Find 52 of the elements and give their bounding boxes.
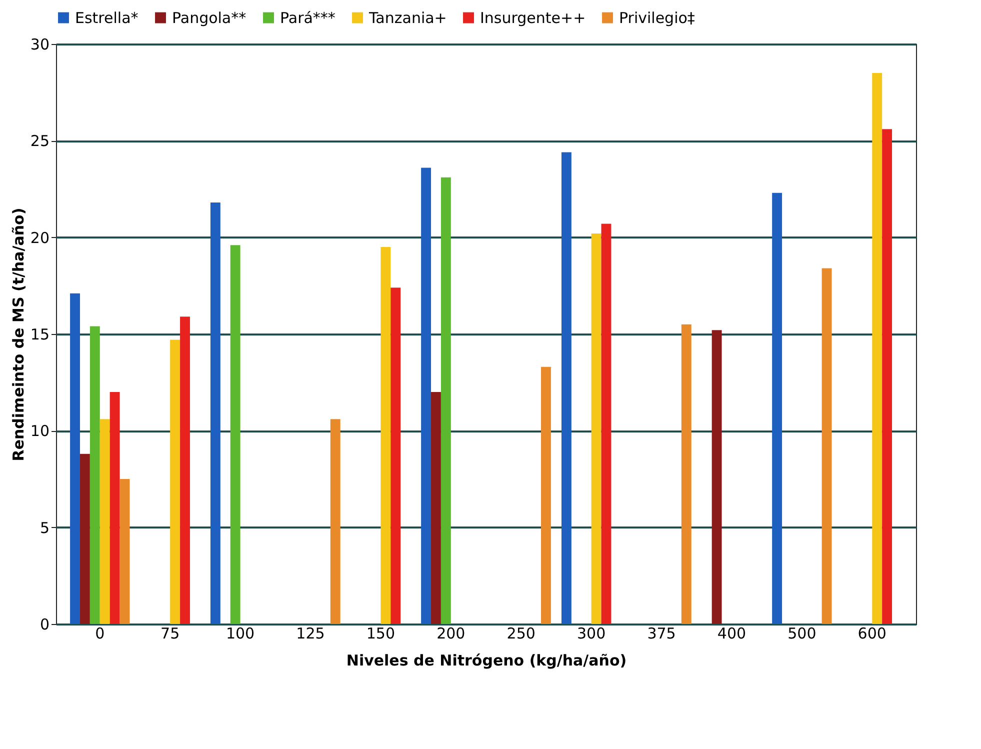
legend-label: Estrella* [75,8,139,27]
legend-label: Tanzania+ [368,8,447,27]
bar [421,168,432,624]
x-tick-label: 150 [366,624,396,642]
x-tick-label: 250 [506,624,536,642]
legend-label: Insurgente++ [480,8,586,27]
bar [230,245,240,624]
bar [210,202,220,624]
bar [70,293,80,624]
y-tick-label: 30 [30,36,50,54]
legend-label: Pará*** [280,8,336,27]
y-tick-label: 20 [30,228,50,247]
x-tick-label: 300 [576,624,606,642]
bar [882,129,892,624]
bar [330,419,340,624]
x-tick-label: 75 [160,624,180,642]
bar [601,224,612,624]
x-tick-label: 375 [647,624,676,642]
bar [540,366,551,624]
x-tick-label: 100 [226,624,255,642]
bar [822,268,832,624]
bar [110,392,120,624]
bar [591,233,602,624]
x-tick-label: 200 [436,624,466,642]
bar [390,288,401,624]
bar [872,73,882,624]
y-tick-label: 5 [40,518,50,537]
bar [80,454,90,624]
bar [681,324,692,624]
bar [100,419,110,624]
bar [431,392,441,624]
bar [561,152,572,624]
y-tick-label: 15 [30,326,50,344]
x-tick-label: 500 [788,624,816,642]
x-tick-label: 600 [858,624,886,642]
bar [120,479,130,624]
y-axis-title: Rendimeinto de MS (t/ha/año) [9,208,28,462]
bar [772,192,782,624]
bar [90,326,100,624]
bar [170,340,180,624]
x-tick-label: 125 [296,624,325,642]
bar [380,247,391,624]
legend-label: Privilegio‡ [619,8,696,27]
y-tick-label: 25 [30,132,50,150]
legend-label: Pangola** [172,8,247,27]
bar [180,316,190,624]
x-axis-title: Niveles de Nitrógeno (kg/ha/año) [346,652,627,670]
x-tick-label: 0 [95,624,105,642]
bar [712,330,722,624]
bar [440,177,451,624]
x-tick-label: 400 [717,624,746,642]
y-tick-label: 10 [30,422,50,440]
